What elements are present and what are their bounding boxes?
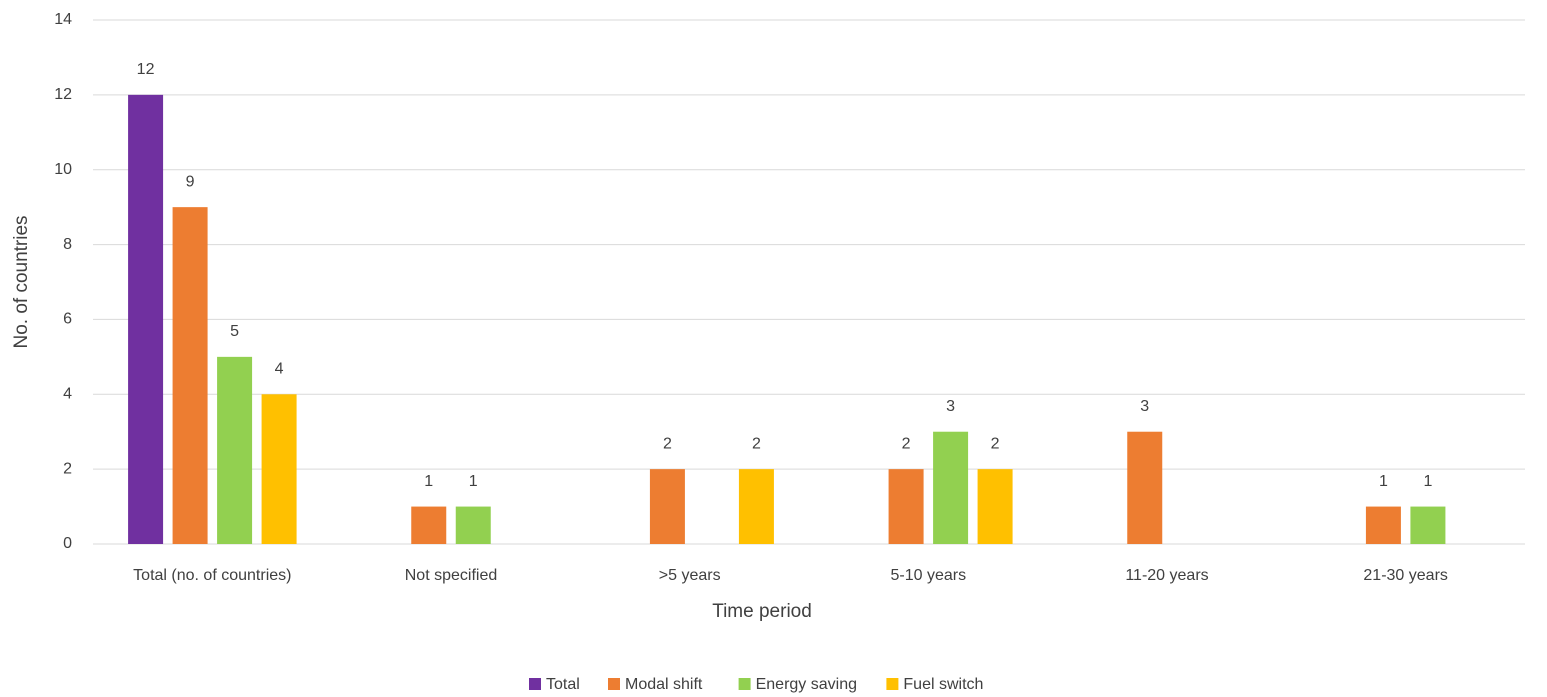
data-label: 2 [902, 435, 911, 452]
legend-swatch [529, 678, 541, 690]
y-tick-label: 12 [54, 86, 72, 103]
bar [455, 506, 491, 544]
data-label: 1 [424, 473, 433, 490]
bar [977, 469, 1013, 544]
legend-swatch [886, 678, 899, 690]
data-label: 1 [1423, 473, 1432, 490]
y-tick-label: 14 [54, 11, 72, 28]
bar [738, 469, 774, 544]
data-label: 3 [946, 398, 955, 415]
y-tick-label: 4 [63, 386, 72, 403]
x-tick-label: Total (no. of countries) [133, 567, 291, 584]
legend-label: Energy saving [756, 676, 857, 693]
data-label: 9 [186, 173, 195, 190]
bar [411, 506, 447, 544]
x-tick-label: 21-30 years [1363, 567, 1448, 584]
data-label: 1 [1379, 473, 1388, 490]
y-tick-label: 6 [63, 311, 72, 328]
data-label: 12 [137, 61, 155, 78]
y-tick-label: 2 [63, 460, 72, 477]
data-label: 2 [752, 435, 761, 452]
x-tick-label: 5-10 years [891, 567, 967, 584]
legend-swatch [608, 678, 620, 690]
data-label: 2 [991, 435, 1000, 452]
data-label: 2 [663, 435, 672, 452]
y-tick-label: 0 [63, 535, 72, 552]
legend-swatch [738, 678, 751, 690]
y-tick-label: 10 [54, 161, 72, 178]
bar [649, 469, 685, 544]
x-tick-label: 11-20 years [1125, 567, 1208, 584]
data-label: 4 [275, 361, 284, 378]
data-label: 5 [230, 323, 239, 340]
y-tick-label: 8 [63, 236, 72, 253]
bar [261, 394, 297, 544]
y-axis-label: No. of countries [11, 215, 32, 348]
bar [933, 431, 969, 544]
legend-label: Total [546, 676, 580, 693]
legend-label: Modal shift [625, 676, 703, 693]
bar [1365, 506, 1401, 544]
bar [172, 207, 208, 544]
data-label: 1 [469, 473, 478, 490]
legend-label: Fuel switch [903, 676, 983, 693]
bar [888, 469, 924, 544]
x-tick-label: Not specified [405, 567, 498, 584]
bar [128, 94, 164, 544]
bar [1410, 506, 1446, 544]
x-tick-label: >5 years [659, 567, 721, 584]
data-label: 3 [1140, 398, 1149, 415]
x-axis-label: Time period [712, 601, 812, 622]
bar [217, 356, 253, 544]
bar [1127, 431, 1163, 544]
